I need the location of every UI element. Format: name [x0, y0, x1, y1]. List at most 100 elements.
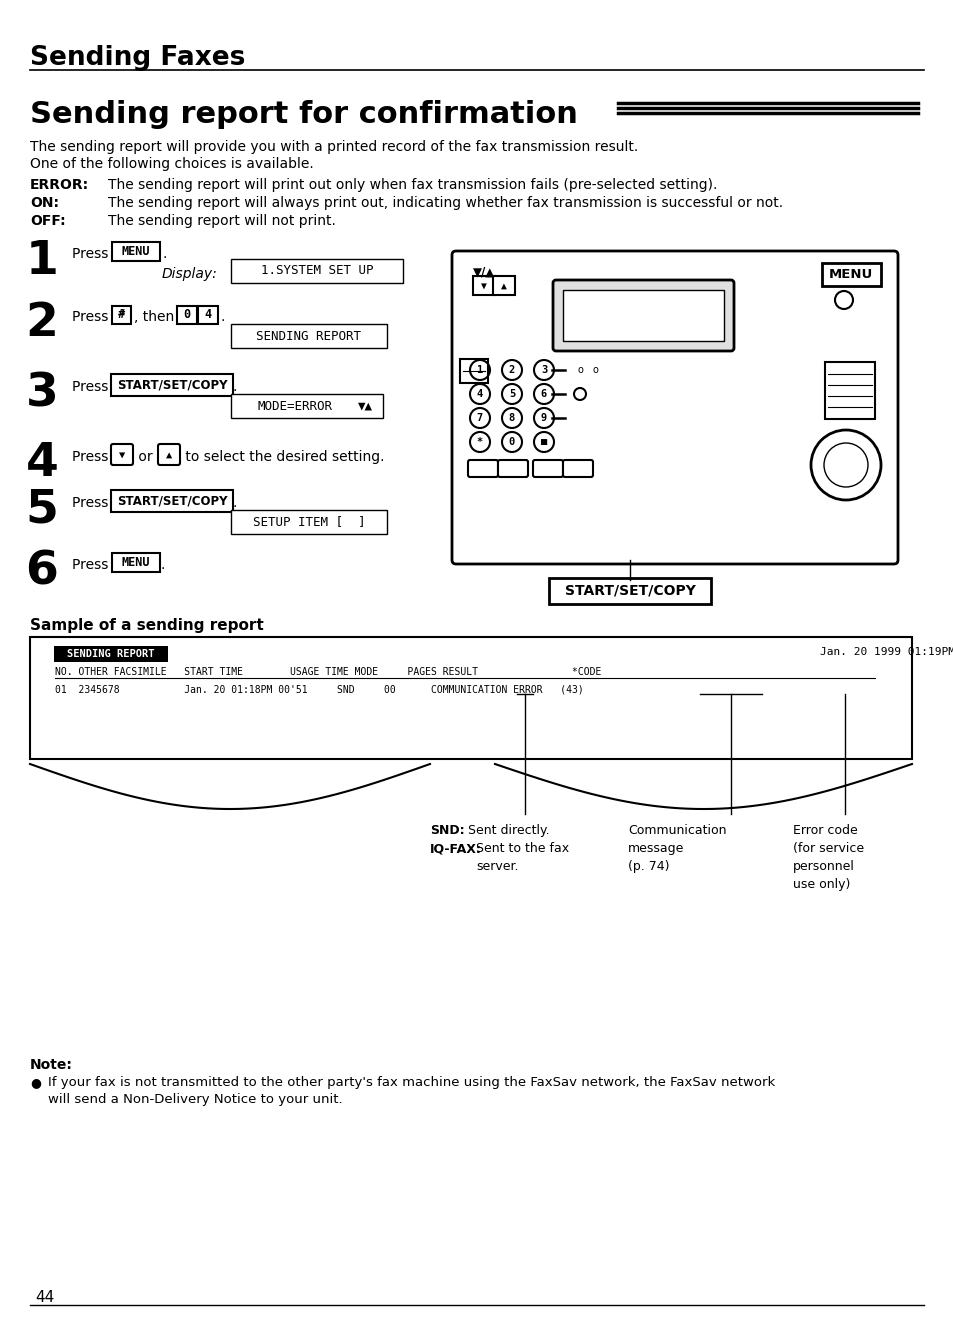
FancyBboxPatch shape	[473, 277, 495, 295]
Text: ▲: ▲	[500, 281, 506, 291]
Text: Sample of a sending report: Sample of a sending report	[30, 618, 263, 633]
Text: Press: Press	[71, 309, 112, 324]
Text: Press: Press	[71, 497, 112, 510]
Text: 2: 2	[26, 302, 58, 346]
Text: Display:: Display:	[162, 267, 217, 281]
FancyBboxPatch shape	[177, 306, 196, 324]
Text: Note:: Note:	[30, 1058, 72, 1072]
FancyBboxPatch shape	[111, 490, 233, 512]
Text: NO. OTHER FACSIMILE   START TIME        USAGE TIME MODE     PAGES RESULT        : NO. OTHER FACSIMILE START TIME USAGE TIM…	[55, 666, 600, 677]
Text: 2: 2	[508, 365, 515, 375]
Text: use only): use only)	[792, 878, 849, 892]
FancyBboxPatch shape	[497, 460, 527, 477]
FancyBboxPatch shape	[112, 306, 131, 324]
Text: 1: 1	[476, 365, 482, 375]
Text: SENDING REPORT: SENDING REPORT	[256, 329, 361, 342]
Text: SND:: SND:	[430, 824, 464, 838]
FancyBboxPatch shape	[468, 460, 497, 477]
Text: Error code: Error code	[792, 824, 857, 838]
Text: 6: 6	[540, 389, 547, 399]
Text: ▼: ▼	[119, 449, 125, 460]
Text: If your fax is not transmitted to the other party's fax machine using the FaxSav: If your fax is not transmitted to the ot…	[48, 1076, 775, 1089]
Text: Press: Press	[71, 450, 112, 464]
Text: Press: Press	[71, 558, 112, 572]
FancyBboxPatch shape	[231, 324, 387, 348]
Text: 1: 1	[26, 238, 58, 283]
Text: , then: , then	[133, 309, 178, 324]
FancyBboxPatch shape	[533, 460, 562, 477]
Text: 3: 3	[26, 371, 58, 416]
Text: 9: 9	[540, 414, 547, 423]
Text: 4: 4	[476, 389, 482, 399]
FancyBboxPatch shape	[548, 578, 710, 605]
Text: server.: server.	[476, 860, 518, 873]
FancyBboxPatch shape	[493, 277, 515, 295]
Text: ▼/▲: ▼/▲	[473, 266, 495, 278]
Text: will send a Non-Delivery Notice to your unit.: will send a Non-Delivery Notice to your …	[48, 1093, 342, 1106]
Text: #: #	[118, 308, 125, 321]
Text: The sending report will print out only when fax transmission fails (pre-selected: The sending report will print out only w…	[108, 178, 717, 192]
FancyBboxPatch shape	[452, 252, 897, 564]
Text: One of the following choices is available.: One of the following choices is availabl…	[30, 157, 314, 171]
Text: ¹: ¹	[117, 308, 125, 321]
Text: ▲: ▲	[166, 449, 172, 460]
Text: The sending report will not print.: The sending report will not print.	[108, 213, 335, 228]
Text: 3: 3	[540, 365, 547, 375]
Text: ▼: ▼	[480, 281, 486, 291]
FancyBboxPatch shape	[54, 647, 168, 662]
Text: 5: 5	[508, 389, 515, 399]
Text: The sending report will provide you with a printed record of the fax transmissio: The sending report will provide you with…	[30, 140, 638, 154]
Text: personnel: personnel	[792, 860, 854, 873]
Text: MENU: MENU	[828, 267, 872, 281]
Text: 7: 7	[476, 414, 482, 423]
FancyBboxPatch shape	[553, 281, 733, 352]
Text: The sending report will always print out, indicating whether fax transmission is: The sending report will always print out…	[108, 196, 782, 209]
FancyBboxPatch shape	[562, 290, 723, 341]
FancyBboxPatch shape	[459, 360, 488, 383]
Text: OFF:: OFF:	[30, 213, 66, 228]
FancyBboxPatch shape	[821, 263, 880, 286]
Text: 0: 0	[508, 437, 515, 446]
FancyBboxPatch shape	[231, 259, 402, 283]
Text: *: *	[476, 437, 482, 446]
Text: 1.SYSTEM SET UP: 1.SYSTEM SET UP	[260, 265, 373, 278]
FancyBboxPatch shape	[30, 637, 911, 759]
FancyBboxPatch shape	[198, 306, 218, 324]
Text: Sent directly.: Sent directly.	[468, 824, 549, 838]
Text: 4: 4	[26, 441, 58, 486]
Text: SENDING REPORT: SENDING REPORT	[67, 649, 154, 658]
Text: ON:: ON:	[30, 196, 59, 209]
Text: 01  2345678           Jan. 20 01:18PM 00'51     SND     00      COMMUNICATION ER: 01 2345678 Jan. 20 01:18PM 00'51 SND 00 …	[55, 684, 583, 694]
Text: .: .	[161, 558, 165, 572]
FancyBboxPatch shape	[112, 553, 160, 572]
Text: Sending Faxes: Sending Faxes	[30, 45, 245, 71]
Text: ●: ●	[30, 1076, 41, 1089]
Text: .: .	[233, 497, 237, 510]
FancyBboxPatch shape	[824, 362, 874, 419]
Text: 6: 6	[26, 549, 58, 594]
FancyBboxPatch shape	[562, 460, 593, 477]
Text: 4: 4	[204, 308, 212, 321]
FancyBboxPatch shape	[112, 242, 160, 261]
Text: MENU: MENU	[122, 556, 150, 569]
Text: MENU: MENU	[122, 245, 150, 258]
Text: 44: 44	[35, 1289, 54, 1305]
Text: 5: 5	[26, 487, 58, 532]
Text: Press: Press	[71, 381, 112, 394]
Text: Sent to the fax: Sent to the fax	[476, 842, 569, 855]
FancyBboxPatch shape	[231, 510, 387, 533]
Text: Press: Press	[71, 248, 112, 261]
Text: Sending report for confirmation: Sending report for confirmation	[30, 100, 578, 129]
FancyBboxPatch shape	[111, 444, 132, 465]
FancyBboxPatch shape	[111, 374, 233, 396]
Text: IQ-FAX:: IQ-FAX:	[430, 842, 481, 855]
Text: .: .	[221, 309, 225, 324]
Text: (p. 74): (p. 74)	[627, 860, 669, 873]
Text: o: o	[592, 365, 598, 375]
Text: .: .	[233, 381, 237, 394]
Text: o: o	[577, 365, 582, 375]
Text: message: message	[627, 842, 683, 855]
Text: 0: 0	[183, 308, 191, 321]
Text: Communication: Communication	[627, 824, 726, 838]
Text: ERROR:: ERROR:	[30, 178, 89, 192]
